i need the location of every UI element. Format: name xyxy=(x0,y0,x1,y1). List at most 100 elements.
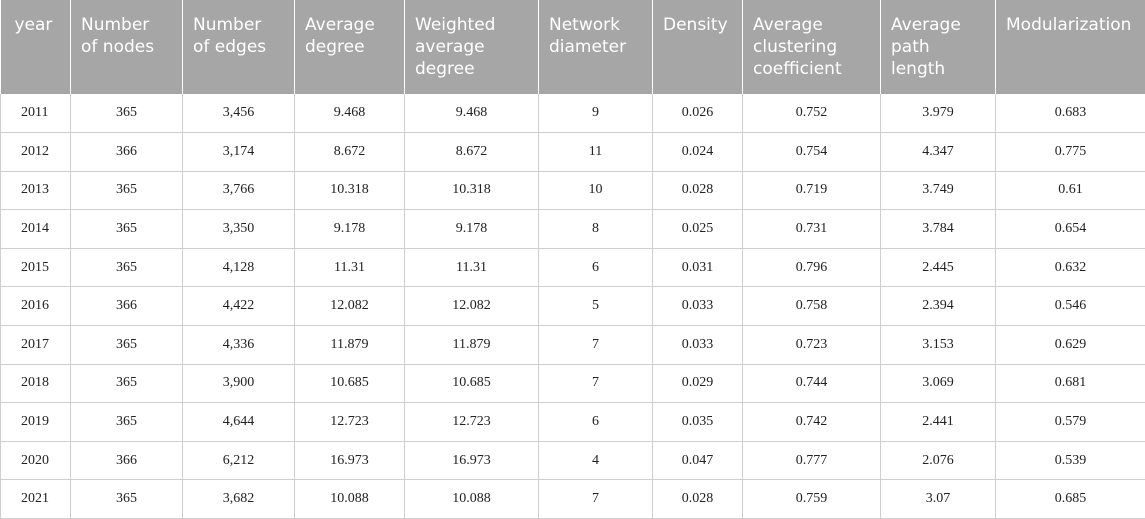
edges-cell: 3,682 xyxy=(183,480,295,519)
modularization-cell: 0.681 xyxy=(996,364,1145,403)
edges-cell: 4,422 xyxy=(183,287,295,326)
modularization-cell: 0.579 xyxy=(996,403,1145,442)
year-cell: 2019 xyxy=(1,403,71,442)
edges-cell: 4,336 xyxy=(183,326,295,365)
network-diameter-cell: 10 xyxy=(539,171,653,210)
average-degree-cell: 9.468 xyxy=(295,94,405,133)
path-length-cell: 3.07 xyxy=(881,480,996,519)
average-degree-cell: 12.082 xyxy=(295,287,405,326)
year-cell: 2017 xyxy=(1,326,71,365)
clustering-coefficient-cell: 0.758 xyxy=(743,287,881,326)
network-diameter-cell: 4 xyxy=(539,441,653,480)
average-degree-cell: 10.088 xyxy=(295,480,405,519)
nodes-cell: 365 xyxy=(71,248,183,287)
modularization-cell: 0.61 xyxy=(996,171,1145,210)
density-cell: 0.024 xyxy=(653,133,743,172)
header-density: Density xyxy=(653,0,743,94)
weighted-average-degree-cell: 9.468 xyxy=(405,94,539,133)
network-diameter-cell: 6 xyxy=(539,248,653,287)
clustering-coefficient-cell: 0.742 xyxy=(743,403,881,442)
density-cell: 0.035 xyxy=(653,403,743,442)
year-cell: 2021 xyxy=(1,480,71,519)
clustering-coefficient-cell: 0.754 xyxy=(743,133,881,172)
header-year: year xyxy=(1,0,71,94)
density-cell: 0.028 xyxy=(653,171,743,210)
edges-cell: 3,350 xyxy=(183,210,295,249)
network-diameter-cell: 9 xyxy=(539,94,653,133)
weighted-average-degree-cell: 12.082 xyxy=(405,287,539,326)
nodes-cell: 365 xyxy=(71,364,183,403)
nodes-cell: 365 xyxy=(71,94,183,133)
modularization-cell: 0.539 xyxy=(996,441,1145,480)
nodes-cell: 365 xyxy=(71,210,183,249)
average-degree-cell: 9.178 xyxy=(295,210,405,249)
clustering-coefficient-cell: 0.796 xyxy=(743,248,881,287)
network-diameter-cell: 8 xyxy=(539,210,653,249)
network-diameter-cell: 6 xyxy=(539,403,653,442)
year-cell: 2013 xyxy=(1,171,71,210)
year-cell: 2018 xyxy=(1,364,71,403)
header-average-path-length: Average path length xyxy=(881,0,996,94)
density-cell: 0.047 xyxy=(653,441,743,480)
year-cell: 2011 xyxy=(1,94,71,133)
header-weighted-average-degree: Weighted average degree xyxy=(405,0,539,94)
clustering-coefficient-cell: 0.731 xyxy=(743,210,881,249)
average-degree-cell: 11.879 xyxy=(295,326,405,365)
density-cell: 0.026 xyxy=(653,94,743,133)
density-cell: 0.028 xyxy=(653,480,743,519)
density-cell: 0.025 xyxy=(653,210,743,249)
header-number-of-edges: Number of edges xyxy=(183,0,295,94)
header-number-of-nodes: Number of nodes xyxy=(71,0,183,94)
average-degree-cell: 16.973 xyxy=(295,441,405,480)
clustering-coefficient-cell: 0.752 xyxy=(743,94,881,133)
year-cell: 2020 xyxy=(1,441,71,480)
modularization-cell: 0.685 xyxy=(996,480,1145,519)
weighted-average-degree-cell: 8.672 xyxy=(405,133,539,172)
weighted-average-degree-cell: 11.879 xyxy=(405,326,539,365)
average-degree-cell: 8.672 xyxy=(295,133,405,172)
clustering-coefficient-cell: 0.777 xyxy=(743,441,881,480)
header-row: year Number of nodes Number of edges Ave… xyxy=(1,0,1145,94)
weighted-average-degree-cell: 12.723 xyxy=(405,403,539,442)
modularization-cell: 0.683 xyxy=(996,94,1145,133)
header-average-degree: Average degree xyxy=(295,0,405,94)
nodes-cell: 365 xyxy=(71,480,183,519)
weighted-average-degree-cell: 16.973 xyxy=(405,441,539,480)
modularization-cell: 0.546 xyxy=(996,287,1145,326)
average-degree-cell: 11.31 xyxy=(295,248,405,287)
nodes-cell: 366 xyxy=(71,133,183,172)
table-header: year Number of nodes Number of edges Ave… xyxy=(1,0,1145,94)
path-length-cell: 3.069 xyxy=(881,364,996,403)
clustering-coefficient-cell: 0.744 xyxy=(743,364,881,403)
nodes-cell: 365 xyxy=(71,326,183,365)
path-length-cell: 3.784 xyxy=(881,210,996,249)
average-degree-cell: 10.685 xyxy=(295,364,405,403)
path-length-cell: 2.441 xyxy=(881,403,996,442)
header-modularization: Modularization xyxy=(996,0,1145,94)
modularization-cell: 0.654 xyxy=(996,210,1145,249)
path-length-cell: 2.076 xyxy=(881,441,996,480)
clustering-coefficient-cell: 0.723 xyxy=(743,326,881,365)
density-cell: 0.031 xyxy=(653,248,743,287)
clustering-coefficient-cell: 0.719 xyxy=(743,171,881,210)
nodes-cell: 366 xyxy=(71,287,183,326)
edges-cell: 4,644 xyxy=(183,403,295,442)
modularization-cell: 0.629 xyxy=(996,326,1145,365)
year-cell: 2016 xyxy=(1,287,71,326)
nodes-cell: 366 xyxy=(71,441,183,480)
average-degree-cell: 12.723 xyxy=(295,403,405,442)
weighted-average-degree-cell: 10.685 xyxy=(405,364,539,403)
edges-cell: 3,766 xyxy=(183,171,295,210)
path-length-cell: 3.749 xyxy=(881,171,996,210)
